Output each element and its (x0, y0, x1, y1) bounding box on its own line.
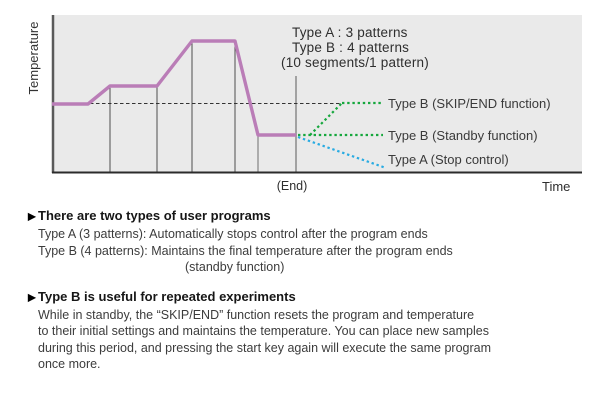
annotation-segments-per-pattern: (10 segments/1 pattern) (281, 55, 429, 70)
annotation-type-b-patterns: Type B : 4 patterns (292, 40, 409, 55)
explanatory-notes: ▶ There are two types of user programs T… (28, 208, 594, 373)
plot-background (52, 15, 582, 173)
note-heading-1: ▶ There are two types of user programs (28, 208, 594, 226)
note-section-program-types: ▶ There are two types of user programs T… (28, 208, 594, 276)
note-heading-1-text: There are two types of user programs (38, 208, 271, 223)
note-section-repeated-experiments: ▶ Type B is useful for repeated experime… (28, 289, 594, 373)
end-marker-label: (End) (277, 179, 308, 193)
bullet-triangle-icon: ▶ (28, 292, 36, 304)
note-standby-function: (standby function) (185, 260, 285, 275)
temperature-program-chart: Temperature Type A : 3 patterns Type B :… (0, 0, 600, 200)
note-type-a-description: Type A (3 patterns): Automatically stops… (38, 227, 428, 242)
note-heading-2: ▶ Type B is useful for repeated experime… (28, 289, 594, 307)
note-standby-paragraph-line-3: during this period, and pressing the sta… (38, 340, 492, 355)
label-type-b-skip-end: Type B (SKIP/END function) (388, 96, 551, 111)
x-axis-label: Time (542, 179, 570, 194)
note-standby-paragraph-line-1: While in standby, the “SKIP/END” functio… (38, 308, 475, 323)
note-type-b-description: Type B (4 patterns): Maintains the final… (38, 243, 453, 258)
chart-canvas: Temperature Type A : 3 patterns Type B :… (26, 15, 582, 194)
bullet-triangle-icon: ▶ (28, 211, 36, 223)
skipend-branch-diagonal (309, 102, 343, 136)
label-type-a-stop: Type A (Stop control) (388, 152, 509, 167)
label-type-b-standby: Type B (Standby function) (388, 128, 538, 143)
y-axis-label: Temperature (26, 22, 41, 95)
annotation-type-a-patterns: Type A : 3 patterns (292, 25, 408, 40)
note-standby-paragraph-line-2: to their initial settings and maintains … (38, 324, 489, 339)
note-standby-paragraph-line-4: once more. (38, 357, 101, 372)
note-heading-2-text: Type B is useful for repeated experiment… (38, 288, 296, 304)
program-profile-line (52, 39, 296, 137)
